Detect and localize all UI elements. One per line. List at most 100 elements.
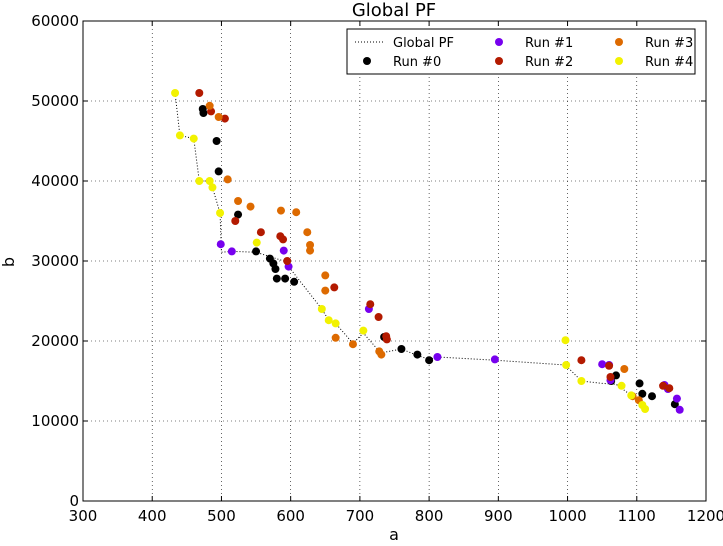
data-point: [276, 206, 285, 215]
legend-dot-marker: [615, 57, 623, 65]
data-point: [330, 283, 339, 292]
data-point: [220, 114, 229, 123]
data-point: [234, 210, 243, 219]
data-point: [292, 208, 301, 217]
data-point: [246, 202, 255, 211]
series-run-1: [216, 240, 684, 414]
data-point: [605, 361, 614, 370]
legend-label: Run #3: [645, 36, 693, 51]
data-point: [620, 365, 629, 373]
data-point: [377, 350, 386, 359]
data-point: [324, 316, 333, 325]
x-tick-label: 400: [138, 507, 167, 525]
data-point: [348, 340, 357, 349]
data-point: [641, 405, 650, 413]
data-point: [635, 379, 644, 388]
data-point: [561, 336, 570, 345]
x-tick-label: 500: [207, 507, 236, 525]
data-point: [216, 209, 225, 217]
data-point: [306, 241, 315, 249]
x-tick-label: 900: [484, 507, 513, 525]
x-tick-label: 800: [415, 507, 444, 525]
x-tick-label: 600: [276, 507, 305, 525]
data-point: [382, 335, 391, 344]
y-tick-label: 60000: [31, 12, 79, 30]
y-tick-label: 20000: [31, 332, 79, 350]
y-tick-label: 40000: [31, 172, 79, 190]
data-point: [321, 286, 330, 295]
global-pf-polyline: [174, 92, 646, 410]
data-point: [208, 183, 217, 192]
chart-title: Global PF: [352, 0, 436, 21]
y-tick-label: 30000: [31, 252, 79, 270]
legend-dot-marker: [495, 57, 503, 65]
data-point: [562, 361, 571, 369]
data-point: [279, 235, 288, 244]
data-point: [195, 89, 204, 97]
data-point: [672, 394, 681, 403]
data-point: [252, 238, 261, 247]
data-point: [675, 405, 684, 414]
x-axis-label: a: [389, 525, 399, 544]
data-point: [331, 333, 340, 342]
data-point: [252, 247, 261, 256]
x-tick-label: 300: [69, 507, 98, 525]
x-tick-label: 1100: [618, 507, 656, 525]
data-point: [231, 217, 240, 225]
data-point: [227, 247, 236, 256]
data-point: [577, 356, 586, 365]
data-point: [272, 274, 281, 283]
data-point: [359, 326, 368, 335]
legend-dot-marker: [615, 38, 623, 46]
data-point: [256, 228, 265, 237]
data-point: [234, 197, 243, 205]
data-point: [283, 257, 292, 265]
data-point: [606, 373, 615, 381]
y-axis-label: b: [0, 257, 18, 267]
data-point: [366, 300, 375, 309]
data-point: [627, 391, 636, 400]
data-point: [214, 113, 223, 121]
data-point: [271, 265, 280, 273]
data-point: [490, 355, 499, 364]
data-point: [617, 381, 626, 390]
legend-box: [346, 28, 696, 75]
y-tick-label: 10000: [31, 412, 79, 430]
data-point: [321, 271, 330, 280]
data-point: [281, 274, 290, 283]
data-point: [374, 313, 383, 321]
data-point: [279, 246, 288, 255]
data-point: [171, 89, 180, 97]
series-run-3: [205, 101, 643, 405]
data-point: [317, 305, 326, 313]
data-point: [223, 175, 232, 184]
legend-dot-marker: [495, 38, 503, 46]
series-run-4: [171, 89, 650, 413]
data-point: [425, 356, 434, 365]
data-point: [413, 350, 422, 359]
data-point: [648, 392, 657, 401]
data-point: [397, 345, 406, 353]
legend: Global PF Run #0 Run #1 Run #2 Run #3 Run #4: [346, 28, 696, 75]
data-point: [303, 228, 312, 237]
legend-label: Run #0: [393, 55, 441, 70]
y-tick-label: 0: [69, 492, 79, 510]
data-point: [638, 389, 647, 398]
data-point: [175, 131, 184, 140]
data-point: [216, 240, 225, 249]
data-point: [290, 277, 299, 286]
x-tick-label: 1000: [548, 507, 586, 525]
data-point: [189, 134, 198, 143]
y-tick-label: 50000: [31, 92, 79, 110]
legend-dot-marker: [363, 57, 371, 65]
data-point: [665, 384, 674, 393]
data-point: [199, 109, 208, 117]
x-tick-label: 1200: [687, 507, 723, 525]
data-points: [171, 89, 684, 414]
data-point: [212, 137, 221, 145]
data-point: [214, 167, 223, 176]
data-point: [577, 377, 586, 385]
data-point: [331, 319, 340, 328]
global-pf-line: [174, 92, 646, 410]
